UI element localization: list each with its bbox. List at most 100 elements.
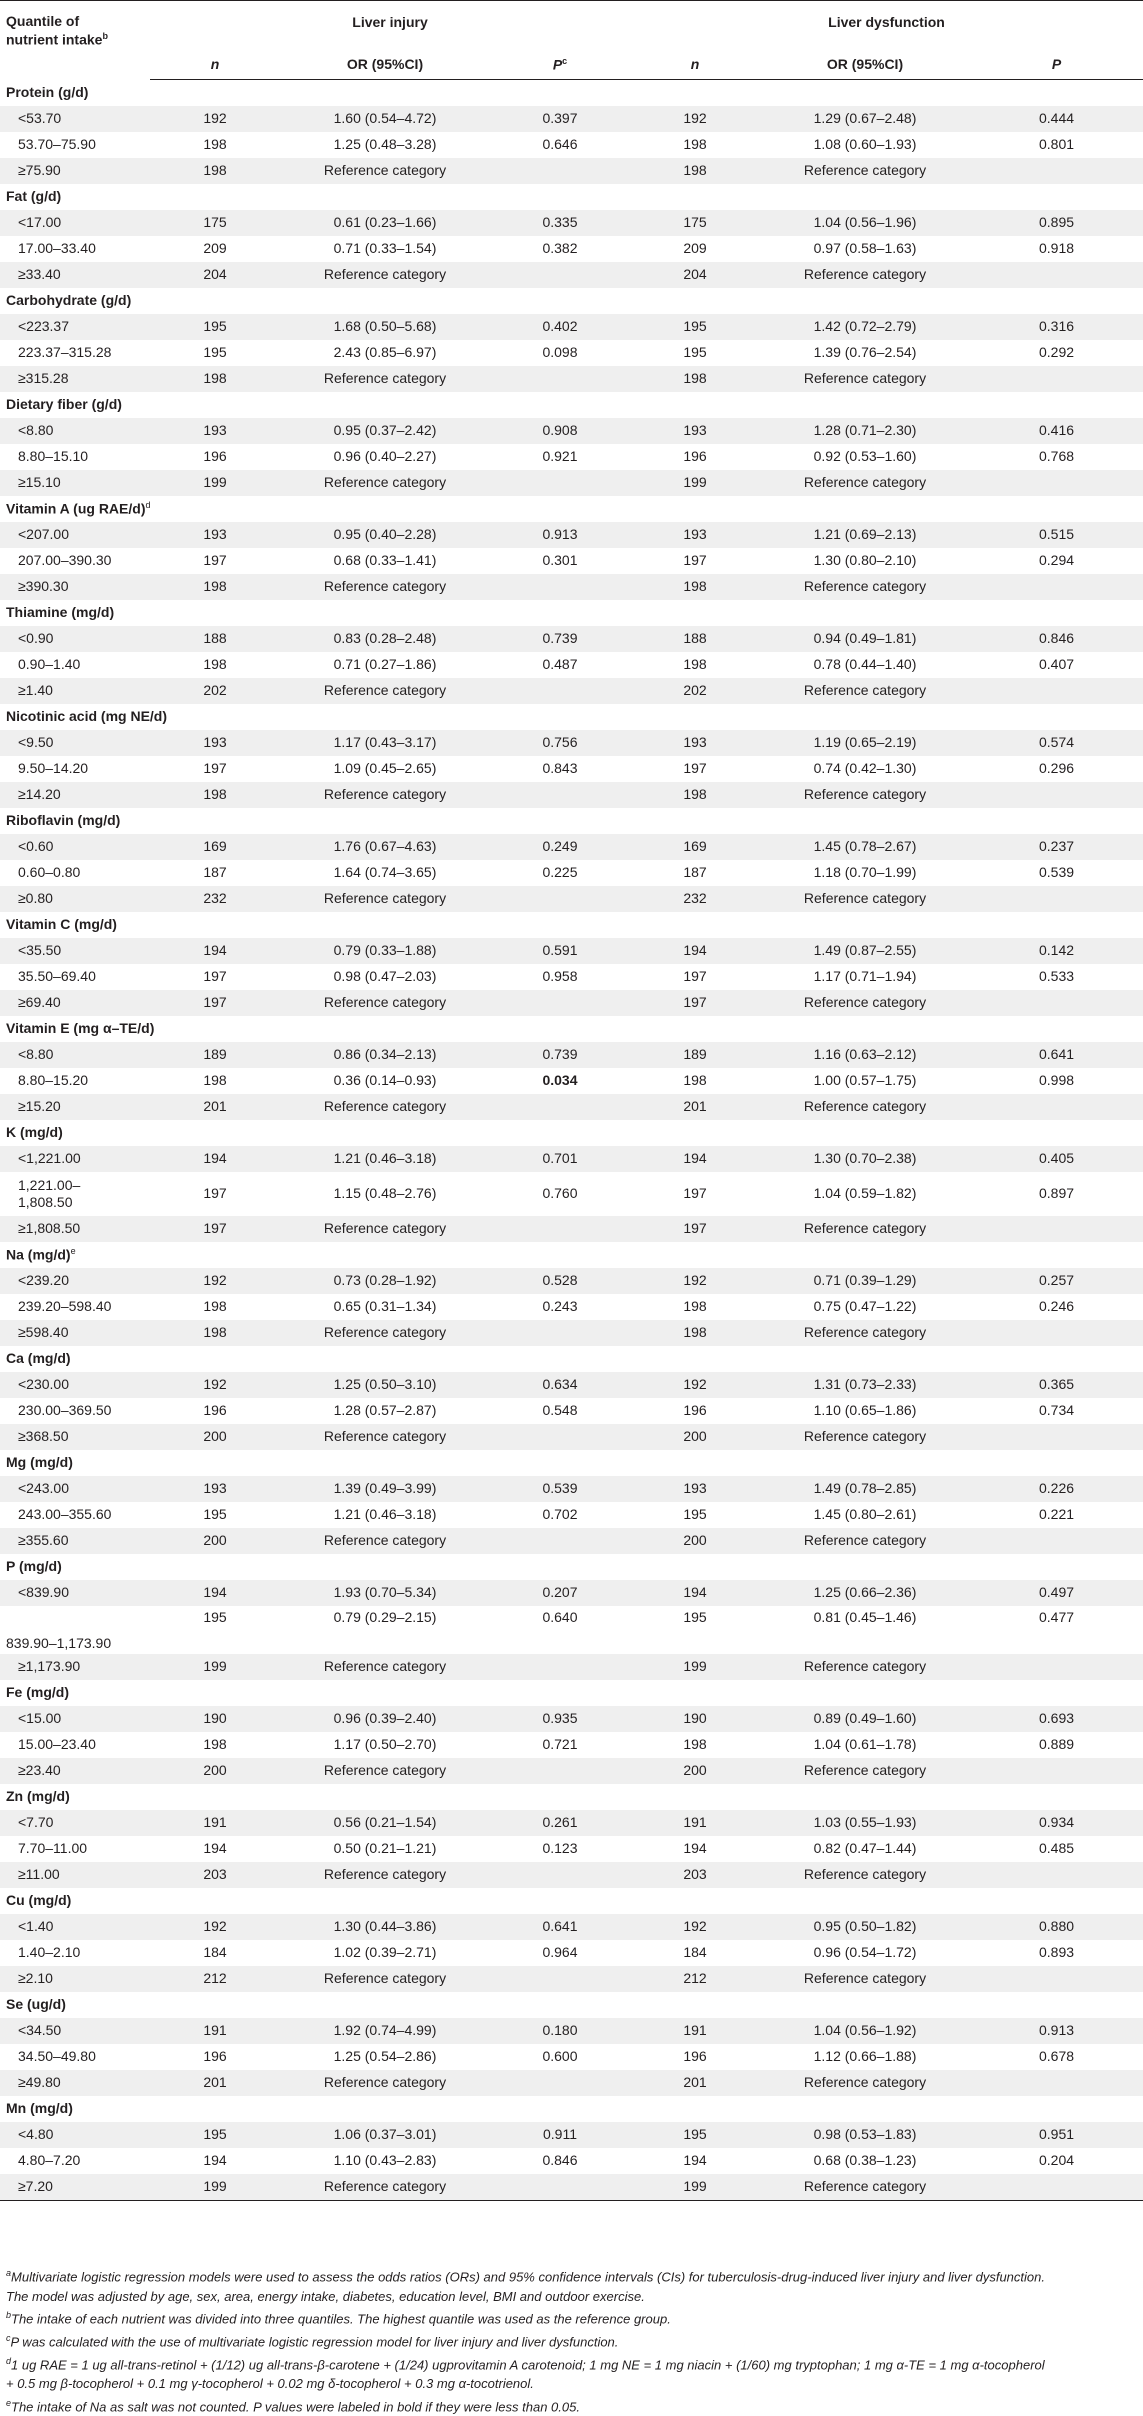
quantile-cell: <8.80	[0, 418, 150, 444]
p-cell	[490, 2070, 630, 2096]
n-cell: 197	[150, 1216, 280, 1242]
n-cell: 200	[150, 1528, 280, 1554]
or-cell: Reference category	[280, 1654, 490, 1680]
quantile-cell: 1,221.00– 1,808.50	[18, 1176, 81, 1211]
or-cell: 1.93 (0.70–5.34)	[280, 1580, 490, 1606]
p-cell	[490, 158, 630, 184]
n-cell: 196	[203, 448, 227, 465]
quantile-cell: ≥368.50	[0, 1424, 150, 1450]
p-cell: 0.497	[970, 1580, 1143, 1606]
table-row: <15.00 190 0.96 (0.39–2.40) 0.935 190 0.89 (0…	[0, 1706, 1143, 1732]
n-cell: 187	[683, 864, 707, 881]
or-cell: Reference category	[760, 158, 970, 184]
section-row: Vitamin A (ug RAE/d)d	[0, 496, 1143, 522]
or-cell: 1.25 (0.50–3.10)	[280, 1372, 490, 1398]
quantile-cell: 7.70–11.00	[18, 1840, 88, 1857]
n-cell: 193	[150, 418, 280, 444]
n-cell: 200	[150, 1758, 280, 1784]
table-body: Protein (g/d) <53.70 192 1.60 (0.54–4.72) 0.…	[0, 80, 1143, 2201]
n-cell: 198	[683, 656, 707, 673]
n-cell: 198	[630, 366, 760, 392]
n-cell: 193	[150, 1476, 280, 1502]
n-cell: 195	[630, 314, 760, 340]
p-cell: 0.407	[1038, 656, 1075, 673]
p-cell: 0.918	[1038, 240, 1075, 257]
section-row: Vitamin C (mg/d)	[0, 912, 1143, 938]
table-row: <230.00 192 1.25 (0.50–3.10) 0.634 192 1.31 (…	[0, 1372, 1143, 1398]
or-cell: Reference category	[760, 1320, 970, 1346]
quantile-cell: <839.90	[0, 1580, 150, 1606]
quantile-cell: ≥1,808.50	[0, 1216, 150, 1242]
section-row: Thiamine (mg/d)	[0, 600, 1143, 626]
p-cell	[490, 1424, 630, 1450]
section-label: Vitamin C (mg/d)	[6, 916, 117, 933]
table-row: <8.80 189 0.86 (0.34–2.13) 0.739 189 1.16 (0.…	[0, 1042, 1143, 1068]
or-cell: 1.19 (0.65–2.19)	[760, 730, 970, 756]
quantile-cell: ≥49.80	[0, 2070, 150, 2096]
table-row: 243.00–355.60 195 1.21 (0.46–3.18) 0.702 195…	[0, 1502, 1143, 1528]
p-cell: 0.548	[542, 1402, 578, 1419]
quantile-cell: <35.50	[0, 938, 150, 964]
p-cell: 0.405	[970, 1146, 1143, 1172]
n-cell: 188	[630, 626, 760, 652]
p-cell	[490, 886, 630, 912]
p-cell: 0.204	[1038, 2152, 1075, 2169]
or-cell: Reference category	[280, 1862, 490, 1888]
p-cell: 0.739	[490, 1042, 630, 1068]
quantile-cell: 230.00–369.50	[18, 1402, 112, 1419]
or-cell: 0.79 (0.29–2.15)	[333, 1609, 437, 1625]
p-cell: 0.316	[970, 314, 1143, 340]
p-cell: 0.294	[1038, 552, 1075, 569]
or-cell: 1.68 (0.50–5.68)	[280, 314, 490, 340]
n-cell: 204	[150, 262, 280, 288]
table-row: 8.80–15.20 198 0.36 (0.14–0.93) 0.034 198 1.0…	[0, 1068, 1143, 1094]
footnote-line: cP was calculated with the use of multiv…	[6, 2332, 619, 2350]
p-cell: 0.226	[970, 1476, 1143, 1502]
quantile-cell: ≥355.60	[0, 1528, 150, 1554]
quantile-cell: <0.60	[0, 834, 150, 860]
table-row: ≥598.40 198 Reference category 198 Reference…	[0, 1320, 1143, 1346]
p-cell: 0.221	[1038, 1506, 1075, 1523]
p-cell: 0.249	[490, 834, 630, 860]
p-cell: 0.034	[542, 1072, 578, 1089]
or-cell: 0.83 (0.28–2.48)	[280, 626, 490, 652]
n-cell: 199	[150, 2174, 280, 2201]
n-cell: 201	[150, 1094, 280, 1120]
p-cell: 0.964	[542, 1944, 578, 1961]
table-row: ≥75.90 198 Reference category 198 Reference …	[0, 158, 1143, 184]
n-cell: 203	[630, 1862, 760, 1888]
quantile-cell: <8.80	[0, 1042, 150, 1068]
n-cell: 198	[683, 1072, 707, 1089]
table-row: ≥1,808.50 197 Reference category 197 Referen…	[0, 1216, 1143, 1242]
section-row: Ca (mg/d)	[0, 1346, 1143, 1372]
quantile-cell: ≥390.30	[0, 574, 150, 600]
footnote-line: + 0.5 mg β-tocopherol + 0.1 mg γ-tocophe…	[6, 2376, 534, 2392]
n-cell: 192	[150, 1914, 280, 1940]
quantile-cell: 207.00–390.30	[18, 552, 112, 569]
quantile-cell: <7.70	[0, 1810, 150, 1836]
p-cell: 0.180	[490, 2018, 630, 2044]
quantile-cell: <34.50	[0, 2018, 150, 2044]
quantile-cell: 0.60–0.80	[18, 864, 81, 881]
table-row: 4.80–7.20 194 1.10 (0.43–2.83) 0.846 194 0.68…	[0, 2148, 1143, 2174]
or-cell: Reference category	[280, 2070, 490, 2096]
p-cell	[490, 1094, 630, 1120]
or-cell: Reference category	[280, 1528, 490, 1554]
n-cell: 198	[150, 366, 280, 392]
n-cell: 198	[203, 1736, 227, 1753]
quantile-cell: <207.00	[0, 522, 150, 548]
quantile-cell: ≥2.10	[0, 1966, 150, 1992]
table-row: <223.37 195 1.68 (0.50–5.68) 0.402 195 1.42 (…	[0, 314, 1143, 340]
n-cell: 190	[150, 1706, 280, 1732]
table-row: <1.40 192 1.30 (0.44–3.86) 0.641 192 0.95 (0.…	[0, 1914, 1143, 1940]
p-cell: 0.641	[490, 1914, 630, 1940]
or-cell: 1.76 (0.67–4.63)	[280, 834, 490, 860]
table-row: ≥1,173.90 199 Reference category 199 Referen…	[0, 1654, 1143, 1680]
section-label: Thiamine (mg/d)	[6, 604, 115, 621]
or-cell: Reference category	[760, 1758, 970, 1784]
p-cell: 0.487	[542, 656, 578, 673]
quantile-cell: <9.50	[0, 730, 150, 756]
p-cell: 0.142	[970, 938, 1143, 964]
quantile-cell: ≥315.28	[0, 366, 150, 392]
table-row: 9.50–14.20 197 1.09 (0.45–2.65) 0.843 197 0.7…	[0, 756, 1143, 782]
